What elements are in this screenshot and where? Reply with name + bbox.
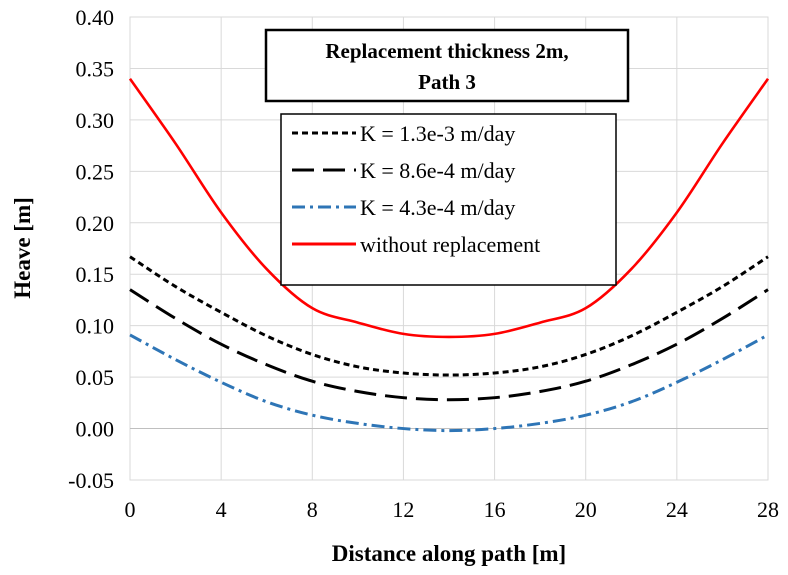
y-tick-labels: -0.05 0.00 0.05 0.10 0.15 0.20 0.25 0.30 0.35 0.4…: [68, 5, 114, 493]
series-line-4: [128, 77, 770, 339]
x-tick-label: 12: [392, 497, 414, 522]
y-tick-label: 0.00: [76, 417, 115, 442]
x-tick-label: 8: [307, 497, 318, 522]
x-axis-title: Distance along path [m]: [332, 541, 566, 566]
y-tick-label: 0.30: [76, 108, 115, 133]
y-tick-label: 0.05: [76, 365, 115, 390]
chart-title-frame: [264, 28, 630, 103]
y-tick-label: 0.20: [76, 211, 115, 236]
legend: K = 1.3e-3 m/day K = 8.6e-4 m/day K = 4.3e…: [280, 113, 617, 286]
y-tick-label: 0.10: [76, 314, 115, 339]
series-line-3: [129, 333, 769, 433]
series-line-1: [129, 255, 769, 377]
legend-frame: [280, 113, 617, 286]
x-tick-label: 16: [484, 497, 506, 522]
x-tick-label: 20: [575, 497, 597, 522]
y-tick-label: 0.35: [76, 56, 115, 81]
series-layer: [128, 77, 770, 433]
x-tick-label: 24: [666, 497, 688, 522]
x-tick-label: 28: [757, 497, 779, 522]
x-tick-label: 4: [216, 497, 227, 522]
chart-title-line-1: Replacement thickness 2m,: [325, 39, 568, 63]
plot-frame: [129, 16, 769, 481]
chart-title-box: Replacement thickness 2m, Path 3: [264, 28, 630, 103]
x-tick-labels: 0 4 8 12 16 20 24 28: [125, 497, 780, 522]
y-tick-label: 0.15: [76, 262, 115, 287]
series-line-2: [129, 288, 769, 402]
y-tick-label: 0.40: [76, 5, 115, 30]
legend-label-4: without replacement: [360, 232, 540, 257]
y-axis-title: Heave [m]: [10, 197, 35, 299]
legend-label-2: K = 8.6e-4 m/day: [360, 158, 515, 183]
y-tick-label: 0.25: [76, 159, 115, 184]
legend-label-1: K = 1.3e-3 m/day: [360, 121, 515, 146]
x-tick-label: 0: [125, 497, 136, 522]
plot-area: [129, 16, 769, 481]
y-tick-label: -0.05: [68, 468, 114, 493]
chart-title-line-2: Path 3: [418, 70, 476, 94]
legend-label-3: K = 4.3e-4 m/day: [360, 195, 515, 220]
